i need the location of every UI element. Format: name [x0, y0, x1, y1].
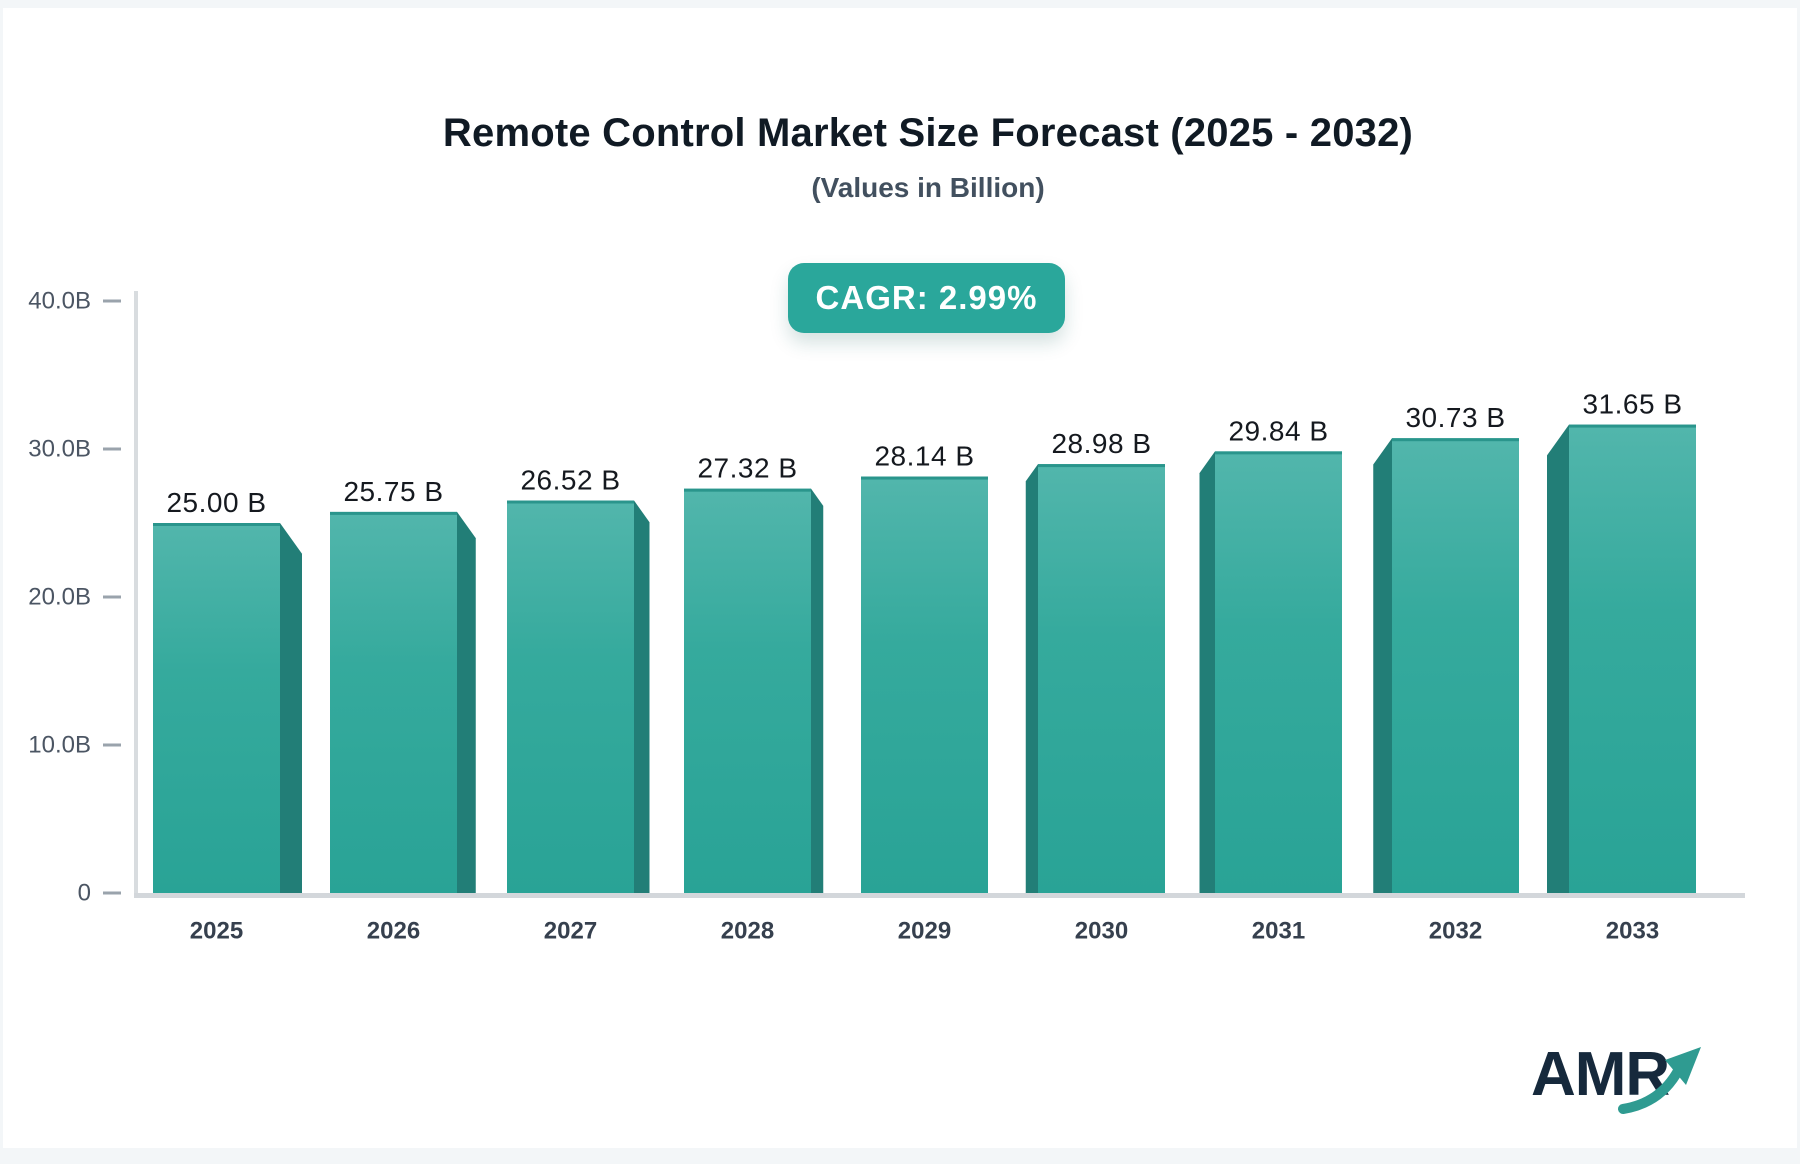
bar-top-edge: [330, 511, 457, 515]
bar-2027: [507, 500, 634, 893]
bar-top-edge: [1038, 464, 1165, 468]
bar-value-label: 26.52 B: [520, 465, 620, 496]
bar-value-label: 28.14 B: [874, 441, 974, 472]
bar-top-edge: [1569, 424, 1696, 428]
bar-2028: [684, 488, 811, 893]
y-tick-label: 20.0B: [28, 584, 91, 611]
bar-top-edge: [861, 476, 988, 480]
y-tick-label: 40.0B: [28, 288, 91, 315]
bar-value-label: 25.00 B: [166, 487, 266, 518]
bar-side-face: [280, 523, 302, 893]
x-axis-label: 2025: [190, 918, 243, 945]
bar-side-face: [634, 500, 650, 893]
x-axis-label: 2026: [367, 918, 420, 945]
bar-value-label: 29.84 B: [1228, 415, 1328, 446]
x-axis-label: 2029: [898, 918, 951, 945]
bar-top-edge: [507, 500, 634, 504]
y-tick-mark: [103, 595, 121, 599]
bar-2025: [153, 523, 280, 893]
bar-side-face: [1199, 451, 1215, 893]
x-axis-label: 2030: [1075, 918, 1128, 945]
logo-arrow-head: [1665, 1047, 1701, 1085]
bar-side-face: [1025, 464, 1038, 893]
bar-2029: [861, 476, 988, 893]
bar-value-label: 31.65 B: [1582, 389, 1682, 420]
y-tick-mark: [103, 299, 121, 303]
bar-2033: [1569, 424, 1696, 893]
bar-2032: [1392, 438, 1519, 893]
bar-value-label: 30.73 B: [1405, 402, 1505, 433]
chart-header: Remote Control Market Size Forecast (202…: [53, 110, 1800, 204]
x-axis-label: 2028: [721, 918, 774, 945]
bar-value-label: 27.32 B: [697, 453, 797, 484]
y-tick-label: 30.0B: [28, 436, 91, 463]
y-tick-mark: [103, 447, 121, 451]
bar-top-edge: [153, 523, 280, 526]
logo-arrow-swoosh: [1618, 1064, 1684, 1114]
chart-subtitle: (Values in Billion): [811, 172, 1045, 203]
y-tick-label: 0: [78, 880, 91, 907]
bar-2026: [330, 511, 457, 893]
bar-top-edge: [684, 488, 811, 492]
bar-side-face: [457, 511, 476, 893]
bar-value-label: 25.75 B: [343, 476, 443, 507]
y-tick-label: 10.0B: [28, 732, 91, 759]
bar-top-edge: [1392, 438, 1519, 442]
chart-title: Remote Control Market Size Forecast (202…: [442, 111, 1414, 155]
logo-arrow-icon: [1618, 1047, 1701, 1114]
y-tick-mark: [103, 743, 121, 747]
cagr-badge: CAGR: 2.99%: [788, 263, 1065, 333]
bar-side-face: [1547, 424, 1569, 893]
bar-side-face: [1373, 438, 1392, 893]
x-axis-line: [134, 893, 1745, 898]
y-tick-mark: [103, 891, 121, 895]
bar-chart: 0 10.0B 20.0B 30.0B 40.0B 25.00 B 2025 25.75 B 2…: [28, 288, 1745, 945]
x-axis-label: 2032: [1429, 918, 1482, 945]
amr-logo: AMR: [1523, 1033, 1753, 1128]
bar-top-edge: [1215, 451, 1342, 455]
bar-2031: [1215, 451, 1342, 893]
x-axis-label: 2031: [1252, 918, 1305, 945]
bar-value-label: 28.98 B: [1051, 428, 1151, 459]
bar-2030: [1038, 464, 1165, 893]
x-axis-label: 2027: [544, 918, 597, 945]
y-axis-line: [134, 291, 138, 893]
x-axis-label: 2033: [1606, 918, 1659, 945]
chart-card: Remote Control Market Size Forecast (202…: [3, 8, 1797, 1148]
bar-side-face: [811, 488, 824, 893]
